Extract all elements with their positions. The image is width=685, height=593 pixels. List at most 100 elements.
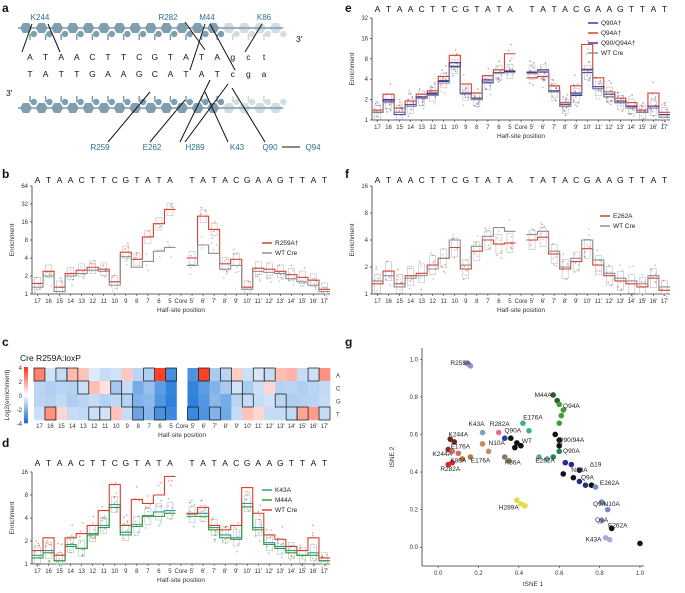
replicate-dot [156, 505, 158, 507]
tsne-label: K43A [469, 421, 486, 428]
replicate-dot [46, 542, 48, 544]
replicate-dot [650, 268, 653, 271]
heatmap-cell [121, 381, 133, 395]
heatmap-cell [121, 368, 133, 382]
tsne-point [520, 420, 526, 426]
sequence-base: A [68, 175, 74, 185]
replicate-dot [487, 67, 490, 70]
x-tick-label: 10' [243, 569, 251, 575]
replicate-dot [621, 110, 624, 113]
heatmap-col-label: 16' [310, 424, 318, 430]
replicate-dot [69, 268, 72, 271]
tsne-point [592, 484, 599, 490]
backbone-phosphate [61, 30, 69, 38]
backbone-phosphate [93, 98, 100, 106]
replicate-dot [419, 277, 422, 279]
x-tick-label: 9' [234, 569, 238, 575]
sequence-base: C [79, 458, 85, 468]
x-tick-label: 11' [255, 569, 262, 575]
replicate-dot [476, 235, 479, 238]
replicate-dot [441, 83, 443, 86]
x-tick-label: 8 [475, 299, 479, 305]
replicate-dot [34, 551, 37, 553]
replicate-dot [69, 276, 72, 278]
replicate-dot [83, 548, 85, 551]
replicate-dot [540, 66, 543, 69]
sequence-base: A [562, 175, 568, 185]
top-strand-base: T [199, 52, 204, 62]
replicate-dot [254, 535, 257, 537]
replicate-dot [223, 276, 225, 279]
panel-label-c: c [2, 335, 9, 349]
heatmap-cell [143, 368, 155, 382]
y-tick-label: 1 [25, 292, 29, 298]
heatmap-cell [231, 394, 243, 408]
replicate-dot [269, 276, 271, 279]
replicate-dot [543, 225, 546, 228]
heatmap-cell [209, 394, 221, 408]
replicate-dot [474, 95, 477, 98]
replicate-dot [35, 276, 38, 279]
replicate-dot [642, 299, 644, 301]
sequence-base: A [375, 4, 381, 14]
colorbar-tick: -2 [17, 408, 23, 414]
replicate-dot [232, 253, 235, 256]
replicate-dot [201, 247, 203, 249]
replicate-dot [420, 265, 422, 267]
backbone-phosphate [77, 30, 84, 38]
replicate-dot [641, 274, 644, 276]
replicate-dot [277, 542, 280, 545]
replicate-dot [432, 278, 435, 280]
replicate-dot [530, 69, 533, 72]
heatmap-col-label: 13 [80, 424, 87, 430]
replicate-dot [259, 504, 262, 506]
replicate-dot [661, 119, 664, 122]
replicate-dot [375, 266, 378, 268]
tsne-point [550, 392, 556, 398]
x-tick-label: 8' [223, 569, 227, 575]
replicate-dot [564, 278, 567, 280]
bottom-strand-base: A [168, 69, 174, 79]
x-tick-label: 13' [276, 299, 284, 305]
replicate-box [56, 552, 63, 565]
replicate-dot [543, 72, 546, 75]
y-tick-label: 1 [365, 292, 369, 298]
x-tick-label: 1.0 [636, 571, 645, 577]
replicate-dot [147, 230, 150, 233]
replicate-dot [541, 223, 543, 226]
replicate-dot [654, 104, 657, 106]
sequence-base: T [496, 4, 501, 14]
sequence-base: C [419, 4, 425, 14]
backbone-phosphate [171, 30, 178, 38]
tsne-label: Q9A [593, 501, 607, 508]
replicate-dot [643, 121, 646, 123]
y-tick-label: 64 [21, 184, 28, 190]
sequence-base: A [57, 458, 63, 468]
top-strand-base: c [246, 52, 251, 62]
replicate-dot [92, 537, 94, 540]
replicate-dot [258, 522, 261, 524]
heatmap-col-label: 15 [58, 424, 65, 430]
tsne-point [501, 435, 508, 442]
replicate-dot [189, 510, 191, 513]
replicate-dot [60, 565, 63, 568]
replicate-dot [101, 274, 104, 277]
backbone-phosphate [139, 30, 147, 38]
residue-label-bottom: Q90 [262, 143, 278, 152]
replicate-dot [418, 260, 421, 263]
replicate-dot [588, 60, 591, 63]
replicate-dot [407, 115, 410, 118]
tsne-label: R282A [490, 421, 511, 428]
tsne-point [455, 450, 462, 457]
residue-pointer [179, 79, 211, 143]
heatmap-cell [66, 394, 79, 408]
replicate-dot [81, 548, 84, 551]
backbone-phosphate [61, 98, 69, 106]
sequence-base: T [101, 175, 106, 185]
replicate-dot [303, 267, 306, 269]
x-axis-label: Half-site position [497, 133, 545, 140]
replicate-dot [313, 283, 316, 285]
replicate-dot [212, 516, 214, 519]
x-tick-label: 5' [530, 299, 534, 305]
x-tick-label: 7' [212, 569, 216, 575]
